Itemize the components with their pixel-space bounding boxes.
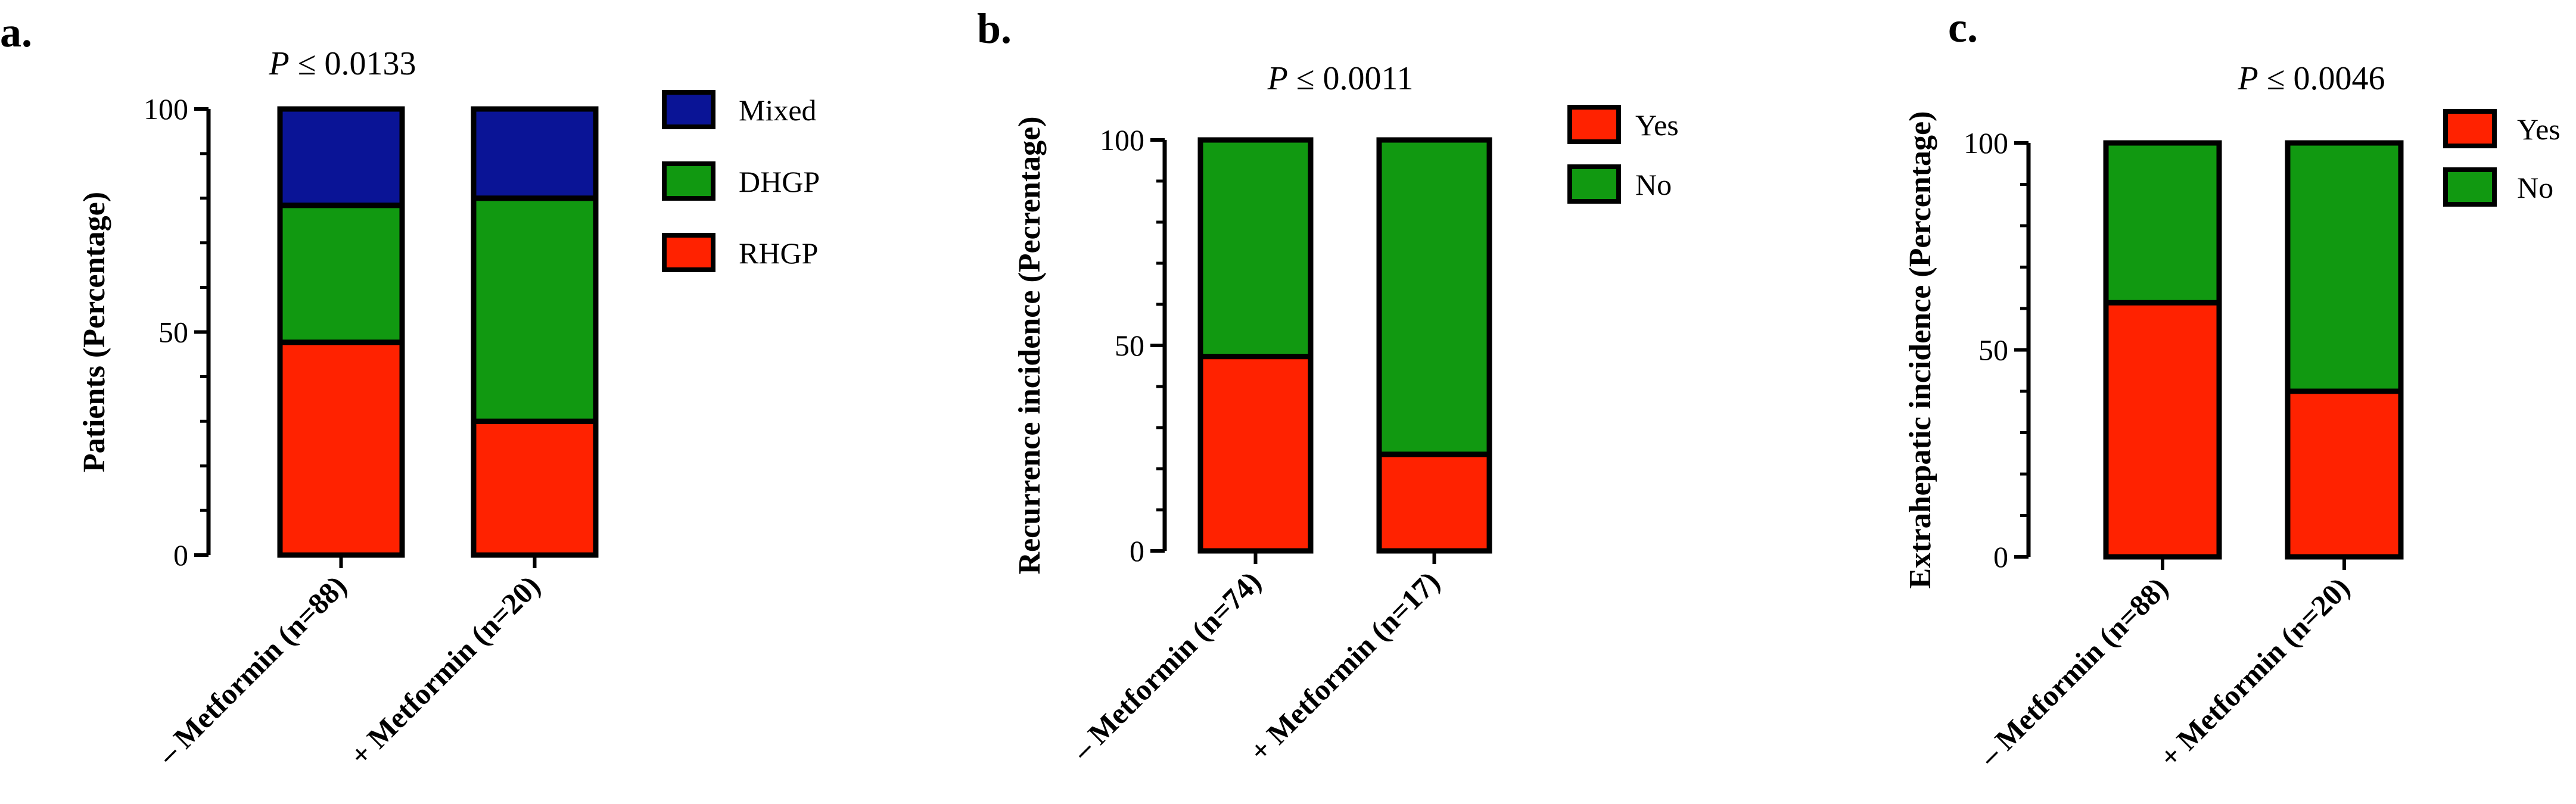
bar-segment-rhgp [277, 339, 405, 558]
legend-swatch-no [2443, 167, 2497, 207]
y-axis-title: Extrahepatic incidence (Percentage) [1903, 111, 1937, 589]
bar-segment-yes [2103, 300, 2222, 560]
chart-panel-c: c. P ≤ 0.0046 0 50 100 Extrahepatic incidence… [1903, 4, 2561, 774]
p-value-title: P ≤ 0.0046 [2238, 60, 2385, 97]
p-value-title: P ≤ 0.0133 [269, 45, 416, 82]
bar-segment-yes [1197, 354, 1314, 554]
legend-label: RHGP [739, 236, 818, 270]
y-tick-label: 50 [158, 316, 188, 349]
y-tick-label: 100 [144, 92, 188, 126]
panel-label: c. [1948, 4, 1978, 51]
bar-segment-no [1197, 137, 1314, 360]
y-tick-label: 0 [1130, 534, 1144, 568]
x-category-label: + Metformin (n=20) [343, 569, 546, 772]
y-axis-title: Patients (Percentage) [77, 192, 111, 472]
y-tick-label: 0 [1993, 540, 2008, 574]
x-category-label: + Metformin (n=17) [1243, 565, 1446, 768]
chart-panel-a: a. P ≤ 0.0133 0 50 100 Patients (Percentage) –… [0, 8, 820, 772]
bar-segment-dhgp [471, 195, 599, 424]
bar-segment-mixed [471, 106, 599, 201]
legend-label: Yes [1635, 108, 1679, 142]
x-category-label: – Metformin (n=74) [1065, 565, 1267, 766]
y-axis-title: Recurrence incidence (Pecrentage) [1013, 116, 1047, 574]
bar-segment-dhgp [277, 202, 405, 345]
legend-swatch-yes [2443, 109, 2497, 148]
x-category-label: – Metformin (n=88) [1972, 571, 2174, 772]
y-tick-label: 100 [1964, 126, 2008, 160]
bar-segment-no [2285, 140, 2404, 394]
x-category-label: + Metformin (n=20) [2153, 571, 2356, 774]
y-tick-label: 100 [1100, 123, 1144, 157]
panel-label: b. [977, 5, 1012, 52]
p-value-title: P ≤ 0.0011 [1267, 60, 1414, 97]
legend-label: Yes [2517, 113, 2561, 146]
legend-label: No [1635, 168, 1672, 201]
chart-panel-b: b. P ≤ 0.0011 0 50 100 Recurrence incidence (… [977, 5, 1679, 768]
legend-swatch-dhgp [662, 161, 715, 201]
legend-swatch-rhgp [662, 233, 715, 272]
legend-label: DHGP [739, 165, 820, 198]
panel-label: a. [0, 8, 32, 56]
y-tick-label: 0 [173, 538, 188, 572]
y-tick-label: 50 [1978, 334, 2008, 367]
bar-segment-no [2103, 140, 2222, 306]
legend-swatch-no [1567, 164, 1621, 204]
legend-label: Mixed [739, 94, 817, 127]
x-category-label: – Metformin (n=88) [151, 569, 353, 771]
bar-segment-no [1376, 137, 1492, 457]
bar-segment-yes [1376, 451, 1492, 554]
legend-swatch-mixed [662, 90, 715, 129]
bar-segment-rhgp [471, 418, 599, 558]
legend-label: No [2517, 171, 2553, 204]
bar-segment-yes [2285, 388, 2404, 560]
y-tick-label: 50 [1115, 329, 1144, 362]
bar-segment-mixed [277, 106, 405, 208]
legend-swatch-yes [1567, 105, 1621, 144]
